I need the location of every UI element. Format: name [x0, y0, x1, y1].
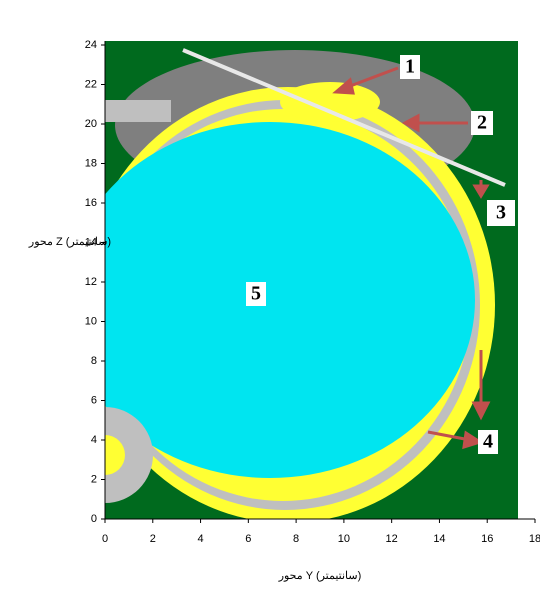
x-tick-label: 18 [529, 533, 540, 545]
annotation: 1 [405, 56, 415, 78]
y-tick-label: 20 [85, 118, 97, 130]
x-tick-label: 6 [245, 533, 251, 545]
y-tick-label: 14 [85, 236, 97, 248]
y-tick-label: 18 [85, 157, 97, 169]
annotation: 3 [496, 202, 506, 224]
y-tick-label: 6 [91, 394, 97, 406]
x-tick-label: 2 [150, 533, 156, 545]
x-axis-label: محور Y (سانتیمتر) [278, 570, 362, 582]
annotation-boxes [246, 55, 515, 454]
y-tick-label: 16 [85, 197, 97, 209]
x-tick-label: 4 [197, 533, 203, 545]
x-tick-label: 8 [293, 533, 299, 545]
x-tick-label: 12 [386, 533, 398, 545]
annotation: 2 [477, 112, 487, 134]
y-tick-label: 10 [85, 315, 97, 327]
arrows [332, 66, 491, 450]
annotation: 5 [251, 283, 261, 305]
y-tick-label: 12 [85, 276, 97, 288]
y-tick-label: 24 [85, 39, 97, 51]
annotation: 4 [483, 431, 493, 453]
y-tick-label: 22 [85, 78, 97, 90]
y-tick-label: 0 [91, 513, 97, 525]
y-tick-label: 2 [91, 473, 97, 485]
y-tick-label: 8 [91, 355, 97, 367]
x-tick-label: 14 [433, 533, 445, 545]
y-axis-label: محور Z (سانتیمتر) [28, 236, 111, 248]
x-tick-label: 16 [481, 533, 493, 545]
x-tick-label: 0 [102, 533, 108, 545]
x-tick-label: 10 [338, 533, 350, 545]
y-tick-label: 4 [91, 434, 97, 446]
cross-section [105, 41, 518, 519]
